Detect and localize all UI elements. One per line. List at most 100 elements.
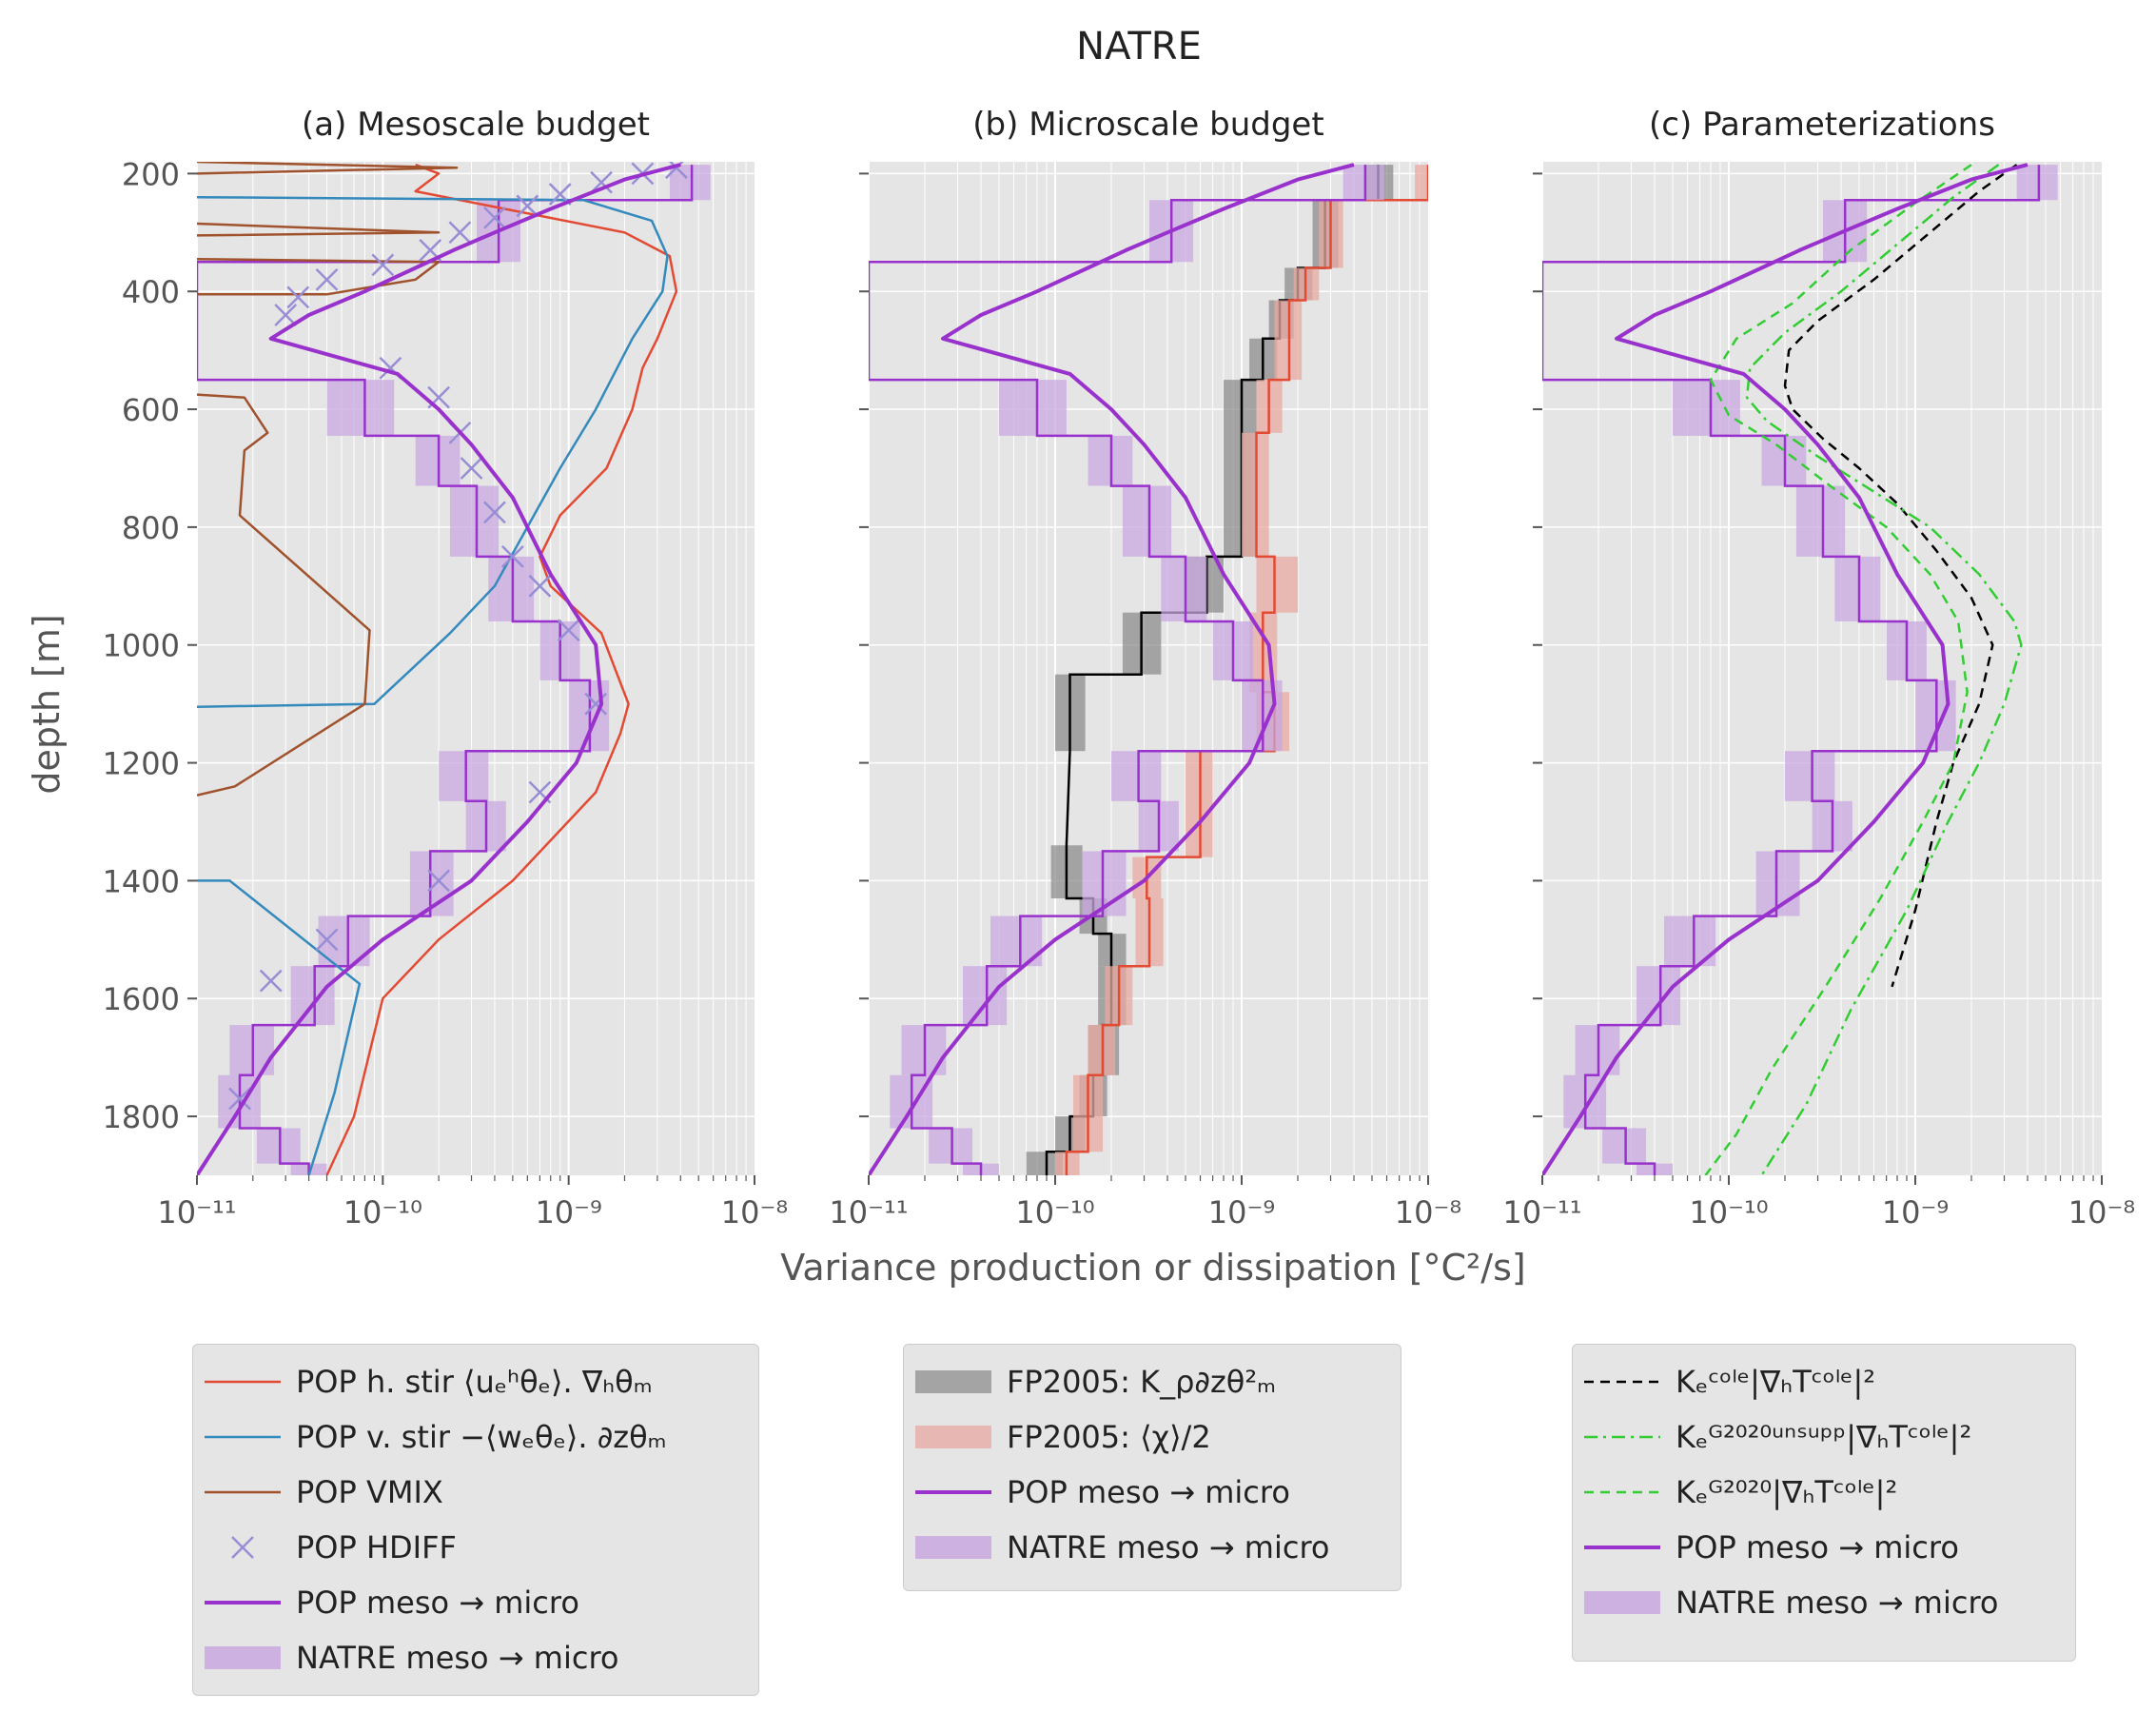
series-pop-hdiff xyxy=(228,162,688,1111)
y-tick-label: 600 xyxy=(122,392,180,428)
hdiff-marker xyxy=(590,170,613,194)
plot-content xyxy=(197,162,711,1175)
legend-label: Kₑᶜᵒˡᵉ|∇ₕTᶜᵒˡᵉ|² xyxy=(1676,1364,1876,1400)
y-tick-label: 1800 xyxy=(103,1099,180,1135)
panels: (a) Mesoscale budget 200 400 600 800 1000 1200… xyxy=(103,106,2136,1231)
hdiff-marker xyxy=(500,544,524,568)
band-segment xyxy=(1602,1128,1647,1164)
legend-label: Kₑᴳ²⁰²⁰ᵘⁿˢᵘᵖᵖ|∇ₕTᶜᵒˡᵉ|² xyxy=(1676,1419,1972,1455)
band-segment xyxy=(290,966,335,1026)
x-tick-label: 10⁻¹⁰ xyxy=(1015,1194,1094,1231)
band-segment xyxy=(326,380,395,436)
step-line xyxy=(197,165,694,1175)
series-line xyxy=(1783,164,2018,988)
x-tick-label: 10⁻⁹ xyxy=(1882,1194,1949,1231)
hdiff-marker xyxy=(315,267,339,291)
legend-label: NATRE meso → micro xyxy=(296,1640,619,1676)
figure-title: NATRE xyxy=(1076,25,1202,69)
legend-symbol xyxy=(915,1426,991,1448)
legend-symbol xyxy=(1584,1546,1660,1549)
series-line xyxy=(1542,163,2029,1175)
hdiff-marker xyxy=(228,1087,251,1111)
panel-title: (b) Microscale budget xyxy=(972,106,1323,144)
panel-b: (b) Microscale budget 10⁻¹¹ 10⁻¹⁰ 10⁻⁹ 10⁻⁸ xyxy=(829,106,1461,1231)
plot-area xyxy=(197,162,755,1175)
x-tick-label: 10⁻¹⁰ xyxy=(1689,1194,1768,1231)
legend-symbol xyxy=(205,1490,281,1494)
series-line xyxy=(197,162,459,797)
plot-content xyxy=(1542,163,2058,1175)
x-tick-label: 10⁻⁹ xyxy=(1208,1194,1275,1231)
band-segment xyxy=(1343,165,1384,201)
x-tick-label: 10⁻¹¹ xyxy=(157,1194,236,1231)
legend-label: POP v. stir −⟨wₑθₑ⟩. ∂zθₘ xyxy=(296,1419,667,1455)
y-tick-label: 800 xyxy=(122,510,180,546)
series-line xyxy=(1704,164,1972,1175)
legend-symbol xyxy=(1584,1380,1660,1384)
x-axis-label: Variance production or dissipation [°C²/… xyxy=(780,1247,1525,1289)
series-line xyxy=(197,163,681,1175)
hdiff-marker xyxy=(516,194,539,218)
band-segment xyxy=(488,556,535,621)
y-tick-label: 1200 xyxy=(103,746,180,782)
step-line xyxy=(1542,165,2041,1175)
legend-symbol xyxy=(205,1646,281,1669)
legend-symbol xyxy=(1584,1490,1660,1494)
series-line xyxy=(197,195,669,1175)
panel-title: (c) Parameterizations xyxy=(1649,106,1995,144)
legend-item: FP2005: K_ρ∂zθ²ₘ xyxy=(904,1354,1402,1409)
plot-content xyxy=(869,163,1428,1175)
band-segment xyxy=(963,966,1008,1026)
legend-symbol xyxy=(205,1601,281,1605)
y-tick-label: 1600 xyxy=(103,981,180,1017)
x-tick-label: 10⁻¹⁰ xyxy=(343,1194,422,1231)
band-segment xyxy=(1672,380,1740,436)
legend-item: NATRE meso → micro xyxy=(1573,1575,2077,1630)
y-tick-label: 400 xyxy=(122,274,180,310)
legend-label: FP2005: K_ρ∂zθ²ₘ xyxy=(1007,1364,1277,1400)
legend-symbol xyxy=(915,1536,991,1559)
legend-label: POP HDIFF xyxy=(296,1529,457,1565)
legend-item: NATRE meso → micro xyxy=(904,1520,1402,1575)
band-segment xyxy=(2016,165,2058,201)
legend-symbol xyxy=(1584,1591,1660,1614)
x-tick-label: 10⁻⁸ xyxy=(721,1194,788,1231)
legend-item: NATRE meso → micro xyxy=(193,1630,760,1685)
band-segment xyxy=(1795,485,1846,557)
y-tick-label: 200 xyxy=(122,156,180,192)
legend-b: FP2005: K_ρ∂zθ²ₘ FP2005: ⟨χ⟩/2 POP meso → … xyxy=(903,1344,1401,1591)
band-segment xyxy=(256,1128,301,1164)
legend-item: FP2005: ⟨χ⟩/2 xyxy=(904,1409,1402,1465)
x-tick-label: 10⁻⁹ xyxy=(535,1194,601,1231)
legend-item: POP meso → micro xyxy=(193,1575,760,1630)
band-segment xyxy=(929,1128,973,1164)
legend-label: POP meso → micro xyxy=(1007,1474,1290,1510)
legend-item: Kₑᴳ²⁰²⁰|∇ₕTᶜᵒˡᵉ|² xyxy=(1573,1465,2077,1520)
y-tick-label: 1400 xyxy=(103,863,180,899)
panel-c: (c) Parameterizations 10⁻¹¹ 10⁻¹⁰ 10⁻⁹ 10⁻⁸ xyxy=(1502,106,2135,1231)
legend-symbol xyxy=(205,1435,281,1439)
legend-label: POP h. stir ⟨uₑʰθₑ⟩. ∇ₕθₘ xyxy=(296,1364,653,1400)
legend-symbol xyxy=(1584,1435,1660,1439)
hdiff-marker xyxy=(483,501,506,524)
legend-label: POP VMIX xyxy=(296,1474,443,1510)
band-segment xyxy=(1637,966,1681,1026)
legend-c: Kₑᶜᵒˡᵉ|∇ₕTᶜᵒˡᵉ|² Kₑᴳ²⁰²⁰ᵘⁿˢᵘᵖᵖ|∇ₕTᶜᵒˡᵉ|² K… xyxy=(1572,1344,2076,1662)
x-tick-label: 10⁻¹¹ xyxy=(1502,1194,1581,1231)
band-segment xyxy=(439,751,489,801)
hdiff-marker xyxy=(483,206,506,229)
legend-symbol xyxy=(231,1536,254,1559)
legend-a: POP h. stir ⟨uₑʰθₑ⟩. ∇ₕθₘ POP v. stir −⟨w… xyxy=(192,1344,759,1696)
band-segment xyxy=(449,485,500,557)
series-natre-meso-micro xyxy=(1542,165,2058,1175)
band-segment xyxy=(1415,165,1428,201)
hdiff-marker xyxy=(427,869,451,893)
x-tick-label: 10⁻⁸ xyxy=(2068,1194,2135,1231)
hdiff-marker xyxy=(286,286,310,309)
series-fp2005-2 xyxy=(1055,165,1428,1175)
legend-item: Kₑᴳ²⁰²⁰ᵘⁿˢᵘᵖᵖ|∇ₕTᶜᵒˡᵉ|² xyxy=(1573,1409,2077,1465)
plot-area xyxy=(1542,162,2102,1175)
series-line xyxy=(1745,164,2023,1175)
band-segment xyxy=(669,165,711,201)
